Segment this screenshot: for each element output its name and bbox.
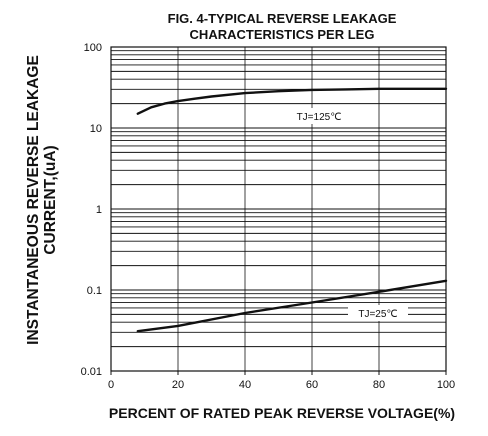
series-label-125-text: TJ=125℃ <box>297 112 342 123</box>
y-tick-label: 10 <box>90 123 102 135</box>
series-line-tj25 <box>136 279 448 333</box>
x-tick-label: 40 <box>239 379 251 391</box>
series-group <box>136 87 448 333</box>
y-tick-label: 0.01 <box>81 366 102 378</box>
y-tick-labels: 0.01 0.1 1 10 100 <box>81 42 102 378</box>
series-label-25: TJ=25℃ <box>348 305 408 321</box>
x-tick-label: 60 <box>306 379 318 391</box>
series-label-25-text: TJ=25℃ <box>358 309 397 320</box>
y-tick-label: 1 <box>96 204 102 216</box>
x-axis-title: PERCENT OF RATED PEAK REVERSE VOLTAGE(%) <box>109 405 455 421</box>
y-axis-title-line-2: CURRENT,(uA) <box>42 145 59 254</box>
series-label-125: TJ=125℃ <box>287 108 351 124</box>
y-axis-title-line-1: INSTANTANEOUS REVERSE LEAKAGE <box>25 55 42 345</box>
y-tick-label: 0.1 <box>87 285 102 297</box>
x-tick-labels: 0 20 40 60 80 100 <box>108 371 455 391</box>
grid <box>111 46 446 372</box>
chart-title-line-1: FIG. 4-TYPICAL REVERSE LEAKAGE <box>168 11 397 26</box>
x-tick-label: 20 <box>172 379 184 391</box>
x-tick-label: 0 <box>108 379 114 391</box>
y-tick-label: 100 <box>84 42 102 54</box>
x-tick-label: 100 <box>437 379 455 391</box>
series-line-tj125 <box>136 87 448 115</box>
chart-title: FIG. 4-TYPICAL REVERSE LEAKAGE CHARACTER… <box>168 11 397 42</box>
x-tick-label: 80 <box>373 379 385 391</box>
plot-frame <box>110 46 447 372</box>
y-axis-title: INSTANTANEOUS REVERSE LEAKAGE CURRENT,(u… <box>25 55 59 345</box>
chart-title-line-2: CHARACTERISTICS PER LEG <box>190 27 375 42</box>
